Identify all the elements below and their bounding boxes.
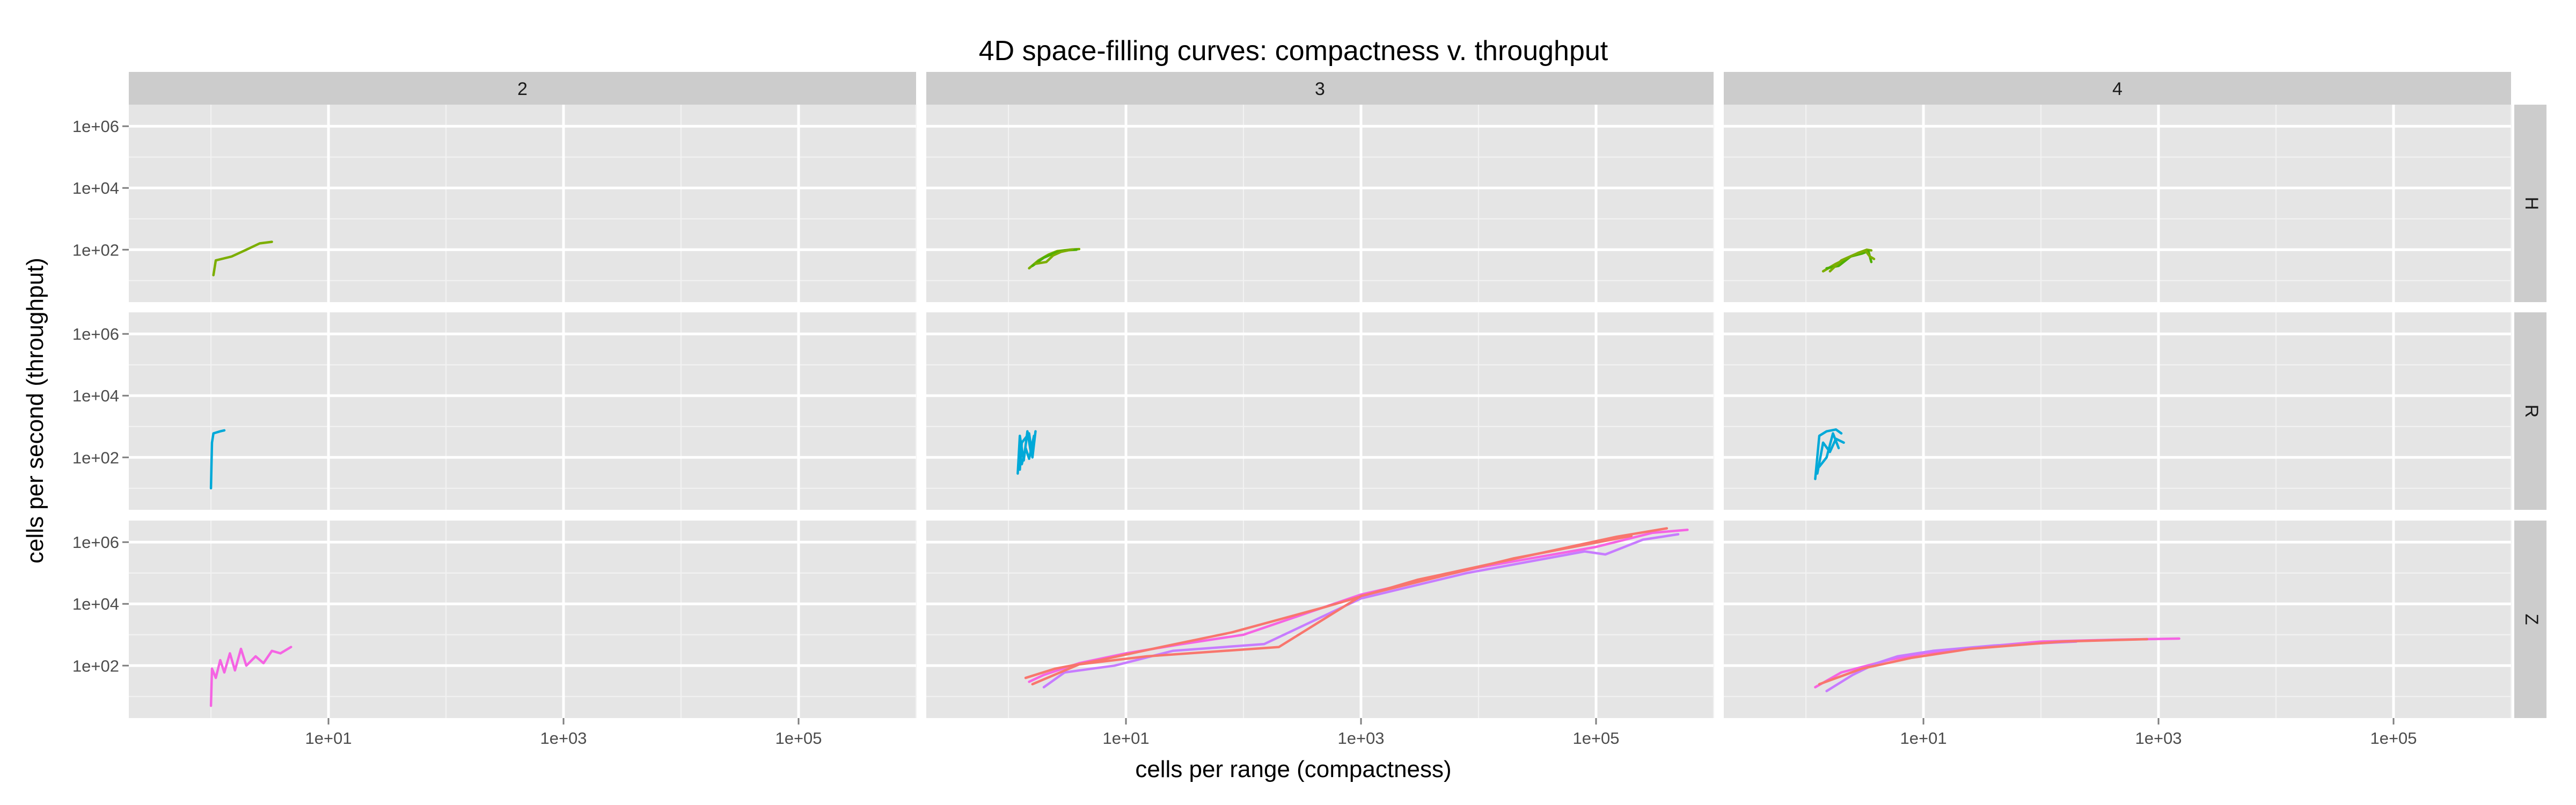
x-tick-label: 1e+01 [305, 729, 352, 748]
facet-strip-label-col-4: 4 [2112, 79, 2123, 99]
facet-strip-col-2 [129, 72, 916, 105]
panel-background [926, 312, 1714, 510]
x-tick-label: 1e+03 [1337, 729, 1384, 748]
y-tick-label: 1e+06 [72, 325, 119, 343]
series-line-2-Z-1 [209, 646, 292, 707]
facet-grid: 2 3 4 H R Z 1e+02 1e+04 1e+06 1e+02 1e+04 1e+06 1e+0… [72, 72, 2546, 748]
x-tick-label: 1e+01 [1900, 729, 1947, 748]
panel-4-H [1724, 105, 2512, 302]
panel-2-Z [129, 521, 917, 718]
facet-strip-row-R [2514, 312, 2546, 510]
facet-strip-col-4 [1724, 72, 2511, 105]
panel-4-R [1724, 312, 2512, 510]
series-line-4-Z-3 [1818, 638, 2149, 686]
facet-strip-col-3 [926, 72, 1714, 105]
panel-2-R [129, 312, 917, 510]
x-tick-label: 1e+05 [1572, 729, 1619, 748]
panel-background [1724, 312, 2511, 510]
series-line-3-H-3 [1034, 248, 1074, 265]
panel-background [129, 105, 916, 302]
x-tick-label: 1e+01 [1103, 729, 1150, 748]
y-tick-label: 1e+06 [72, 117, 119, 136]
y-tick-label: 1e+04 [72, 595, 119, 613]
panel-3-R [926, 312, 1715, 510]
series-line-2-H-1 [212, 240, 273, 276]
facet-strip-label-row-Z: Z [2521, 614, 2542, 625]
y-tick-label: 1e+02 [72, 448, 119, 467]
panel-background [129, 521, 916, 718]
facet-strip-row-H [2514, 105, 2546, 302]
panel-3-Z [926, 521, 1715, 718]
x-tick-label: 1e+03 [540, 729, 587, 748]
facet-strip-row-Z [2514, 521, 2546, 718]
series-line-4-R-3 [1818, 432, 1840, 468]
series-line-3-R-3 [1020, 434, 1035, 466]
chart-title: 4D space-filling curves: compactness v. … [979, 35, 1608, 67]
x-axis-title: cells per range (compactness) [1135, 756, 1451, 782]
facet-strip-label-col-2: 2 [517, 79, 528, 99]
x-tick-label: 1e+05 [2370, 729, 2417, 748]
series-line-4-R-1 [1814, 428, 1843, 480]
series-line-3-Z-3 [1042, 533, 1680, 689]
facet-strip-label-row-H: H [2521, 197, 2542, 210]
panel-background [1724, 105, 2511, 302]
series-line-2-R-1 [209, 429, 226, 490]
panel-2-H [129, 105, 917, 302]
y-axis-title: cells per second (throughput) [22, 258, 48, 564]
series-line-3-R-2 [1019, 430, 1037, 471]
x-tick-label: 1e+05 [775, 729, 822, 748]
y-tick-label: 1e+02 [72, 656, 119, 675]
y-tick-label: 1e+04 [72, 386, 119, 405]
facet-strip-label-row-R: R [2521, 405, 2542, 418]
panel-background [1724, 521, 2511, 718]
series-line-4-H-3 [1828, 249, 1876, 273]
y-tick-label: 1e+02 [72, 240, 119, 259]
series-line-4-Z-2 [1825, 640, 2078, 692]
series-line-3-Z-4 [1031, 535, 1633, 686]
x-tick-label: 1e+03 [2135, 729, 2182, 748]
panel-background [129, 312, 916, 510]
panel-3-H [926, 105, 1715, 302]
y-tick-label: 1e+06 [72, 533, 119, 552]
series-line-4-R-2 [1816, 437, 1845, 475]
facet-strip-label-col-3: 3 [1315, 79, 1325, 99]
y-tick-label: 1e+04 [72, 179, 119, 197]
panel-background [926, 105, 1714, 302]
panel-4-Z [1724, 521, 2512, 718]
panel-background [926, 521, 1714, 718]
